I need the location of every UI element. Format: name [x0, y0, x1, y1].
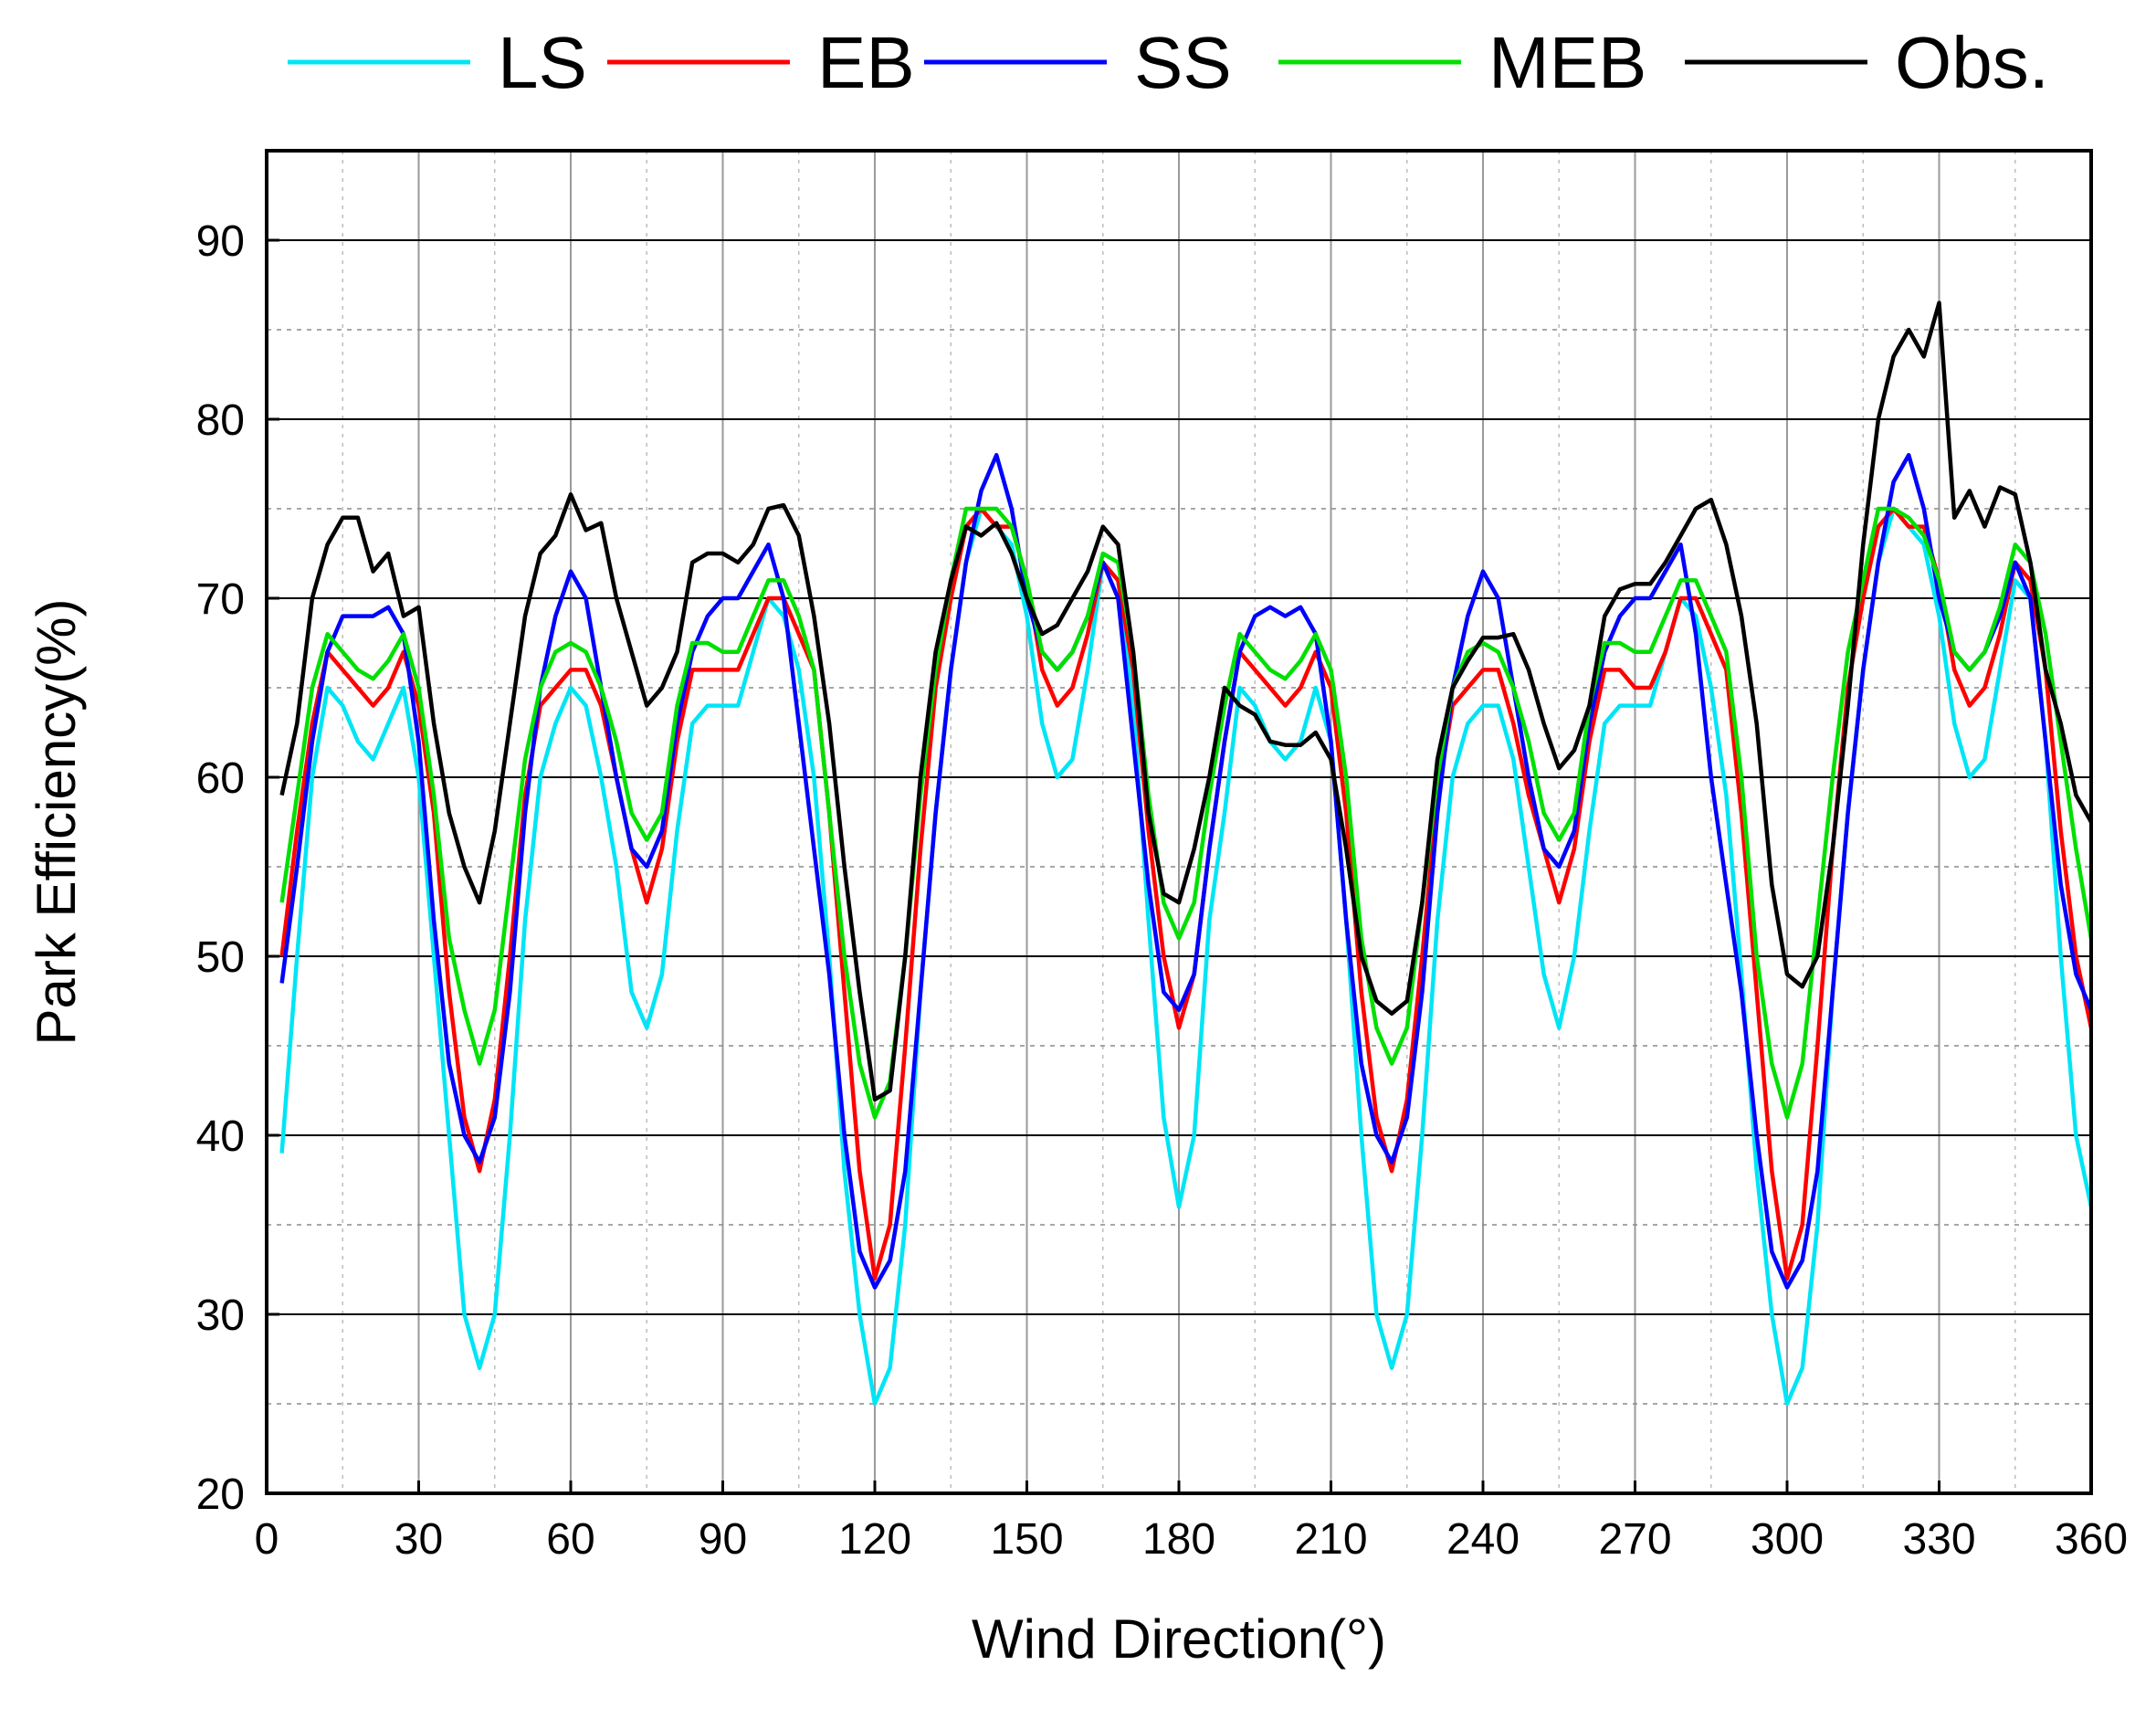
x-tick-label: 30: [394, 1515, 443, 1564]
y-tick-label: 90: [196, 217, 245, 266]
x-tick-label: 210: [1294, 1515, 1367, 1564]
x-tick-label: 180: [1142, 1515, 1215, 1564]
x-tick-label: 330: [1902, 1515, 1975, 1564]
series-line-ss: [279, 452, 2094, 1290]
series-line-meb: [279, 506, 2094, 1120]
y-tick-label: 30: [196, 1291, 245, 1340]
series-line-eb: [279, 506, 2094, 1281]
x-tick-label: 300: [1751, 1515, 1824, 1564]
x-tick-label: 270: [1598, 1515, 1671, 1564]
y-tick-label: 60: [196, 754, 245, 803]
x-tick-label: 0: [255, 1515, 279, 1564]
x-tick-label: 90: [699, 1515, 747, 1564]
legend-label: MEB: [1488, 22, 1646, 103]
series-line-ls: [279, 506, 2094, 1407]
y-tick-label: 70: [196, 575, 245, 624]
series-line-obs: [279, 300, 2093, 1102]
y-tick-label: 20: [196, 1470, 245, 1519]
series-layer: [279, 300, 2094, 1407]
ticks: 0 30 60 90 120 150 180 210 240 270 300 330 360 20 30 40…: [196, 217, 2128, 1564]
y-tick-label: 40: [196, 1112, 245, 1161]
grid: [267, 150, 2091, 1493]
x-tick-label: 120: [838, 1515, 911, 1564]
x-tick-label: 60: [546, 1515, 594, 1564]
x-tick-label: 150: [990, 1515, 1063, 1564]
x-tick-label: 360: [2055, 1515, 2128, 1564]
x-axis-label: Wind Direction(°): [972, 1608, 1386, 1670]
legend-label: EB: [817, 22, 915, 103]
y-tick-label: 80: [196, 396, 245, 445]
legend-label: SS: [1134, 22, 1232, 103]
legend-label: LS: [498, 22, 587, 103]
y-tick-label: 50: [196, 933, 245, 982]
x-tick-label: 240: [1446, 1515, 1520, 1564]
y-axis-label: Park Efficiency(%): [26, 598, 87, 1045]
legend-label: Obs.: [1895, 22, 2049, 103]
legend: LS EB SS MEB Obs.: [288, 22, 2049, 103]
